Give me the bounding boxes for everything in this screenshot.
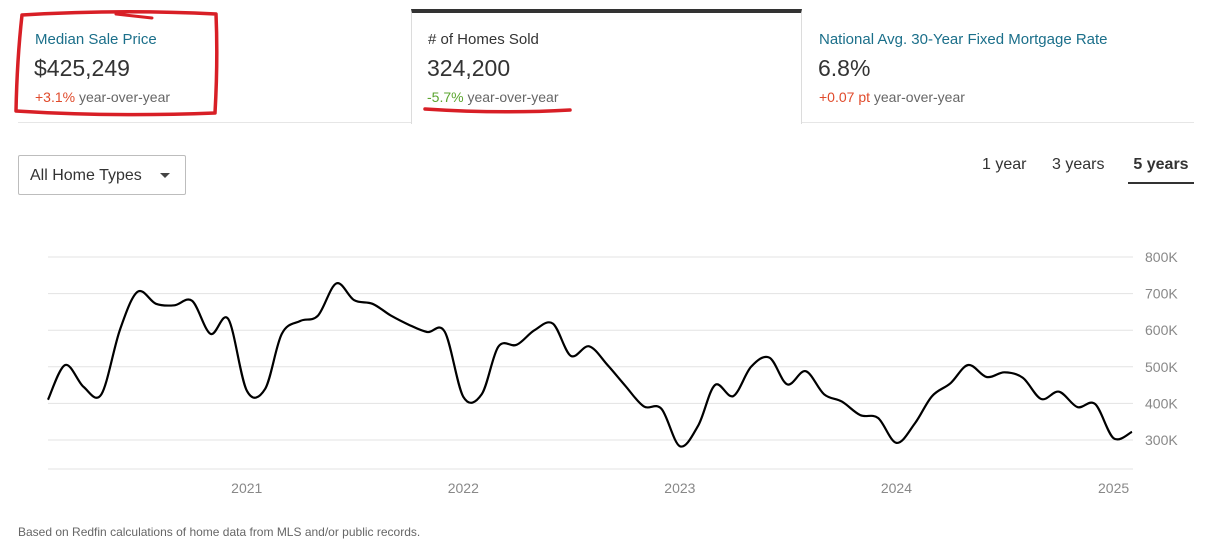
caret-down-icon	[160, 173, 170, 178]
change-suffix: year-over-year	[78, 89, 171, 105]
y-tick-label: 500K	[1145, 359, 1178, 375]
change-value: -5.7%	[427, 89, 464, 105]
y-tick-label: 800K	[1145, 249, 1178, 265]
x-tick-label: 2025	[1098, 480, 1129, 496]
tab-title: # of Homes Sold	[428, 31, 539, 48]
change-value: +0.07 pt	[819, 89, 870, 105]
tab-value: $425,249	[34, 55, 130, 81]
x-tick-label: 2023	[664, 480, 695, 496]
x-tick-label: 2022	[448, 480, 479, 496]
y-tick-label: 700K	[1145, 286, 1178, 302]
tab-change: +3.1% year-over-year	[35, 89, 170, 105]
change-suffix: year-over-year	[467, 89, 559, 105]
tab-homes-sold[interactable]: # of Homes Sold 324,200 -5.7% year-over-…	[411, 9, 802, 124]
x-tick-label: 2024	[881, 480, 912, 496]
range-5-years[interactable]: 5 years	[1128, 156, 1194, 184]
footnote: Based on Redfin calculations of home dat…	[18, 525, 421, 539]
home-type-select-value: All Home Types	[30, 167, 142, 184]
x-tick-label: 2021	[231, 480, 262, 496]
y-tick-label: 400K	[1145, 395, 1178, 411]
tab-title: Median Sale Price	[35, 31, 157, 48]
tab-change: -5.7% year-over-year	[427, 89, 559, 105]
change-value: +3.1%	[35, 89, 76, 105]
homes-sold-line-chart: 800K 700K 600K 500K 400K 300K 2021 2022 2023 2024…	[46, 249, 1178, 496]
metric-tabs: Median Sale Price $425,249 +3.1% year-ov…	[0, 0, 1205, 124]
y-tick-label: 600K	[1145, 322, 1178, 338]
home-type-select[interactable]: All Home Types	[18, 155, 186, 195]
tab-median-sale-price[interactable]: Median Sale Price $425,249 +3.1% year-ov…	[18, 10, 411, 123]
tab-value: 6.8%	[818, 55, 871, 81]
change-suffix: year-over-year	[873, 89, 965, 105]
tab-mortgage-rate[interactable]: National Avg. 30-Year Fixed Mortgage Rat…	[802, 10, 1194, 123]
tab-change: +0.07 pt year-over-year	[819, 89, 965, 105]
tab-value: 324,200	[427, 55, 511, 81]
series-line	[46, 282, 1133, 448]
range-3-years[interactable]: 3 years	[1052, 156, 1105, 173]
y-tick-label: 300K	[1145, 432, 1178, 448]
tab-title: National Avg. 30-Year Fixed Mortgage Rat…	[819, 31, 1108, 48]
range-1-year[interactable]: 1 year	[982, 156, 1027, 173]
